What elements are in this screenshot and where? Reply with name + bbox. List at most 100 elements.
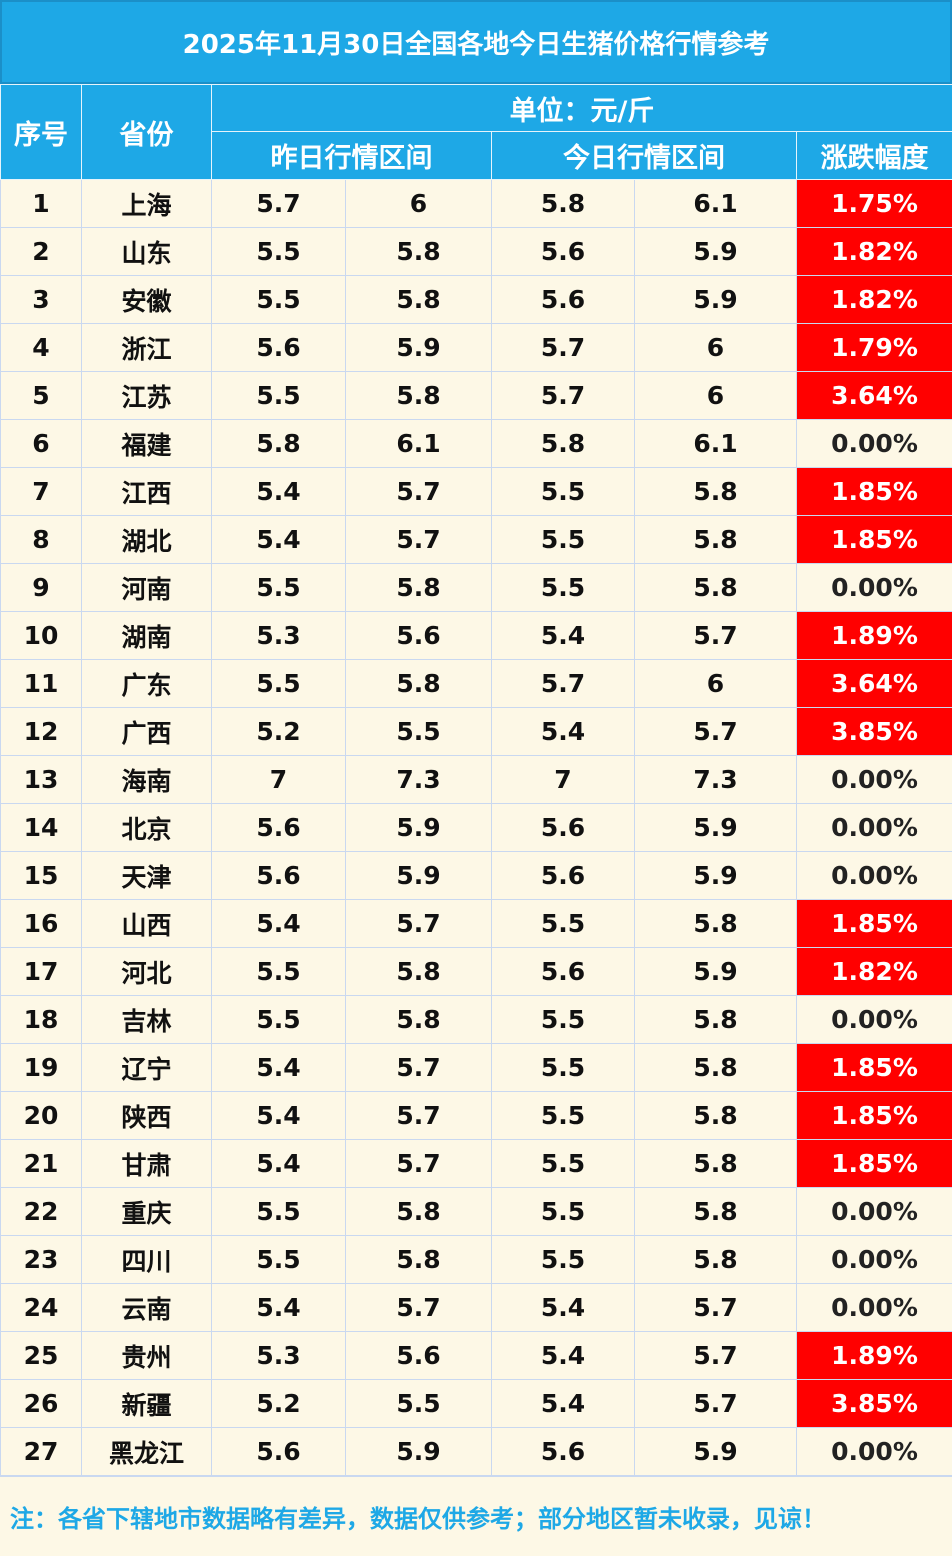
- table-row: 16 山西 5.4 5.7 5.5 5.8 1.85%: [0, 899, 952, 948]
- table-row: 8 湖北 5.4 5.7 5.5 5.8 1.85%: [0, 515, 952, 564]
- row-yesterday-low: 5.3: [211, 611, 346, 660]
- row-change: 0.00%: [795, 419, 952, 468]
- row-today-low: 5.7: [491, 371, 635, 420]
- row-yesterday-high: 7.3: [345, 755, 492, 804]
- row-province: 安徽: [81, 275, 212, 324]
- row-yesterday-high: 5.8: [345, 659, 492, 708]
- row-today-high: 5.8: [634, 1139, 797, 1188]
- row-yesterday-low: 5.5: [211, 947, 346, 996]
- row-today-high: 5.8: [634, 1043, 797, 1092]
- row-today-low: 5.4: [491, 1331, 635, 1380]
- row-today-high: 5.9: [634, 227, 797, 276]
- table-row: 18 吉林 5.5 5.8 5.5 5.8 0.00%: [0, 995, 952, 1044]
- row-index: 20: [0, 1091, 82, 1140]
- row-today-low: 5.5: [491, 1187, 635, 1236]
- row-today-low: 5.5: [491, 467, 635, 516]
- row-change: 3.64%: [795, 659, 952, 708]
- row-province: 重庆: [81, 1187, 212, 1236]
- row-index: 19: [0, 1043, 82, 1092]
- row-yesterday-low: 5.6: [211, 1427, 346, 1476]
- header-unit: 单位：元/斤: [210, 84, 952, 132]
- row-province: 新疆: [81, 1379, 212, 1428]
- row-province: 广西: [81, 707, 212, 756]
- row-yesterday-high: 5.8: [345, 563, 492, 612]
- row-today-high: 7.3: [634, 755, 797, 804]
- table-row: 26 新疆 5.2 5.5 5.4 5.7 3.85%: [0, 1379, 952, 1428]
- row-yesterday-low: 5.2: [211, 707, 346, 756]
- row-index: 24: [0, 1283, 82, 1332]
- row-province: 山西: [81, 899, 212, 948]
- row-province: 贵州: [81, 1331, 212, 1380]
- row-yesterday-high: 5.7: [345, 515, 492, 564]
- row-today-high: 5.7: [634, 1331, 797, 1380]
- row-today-high: 6.1: [634, 419, 797, 468]
- page-title: 2025年11月30日全国各地今日生猪价格行情参考: [0, 0, 952, 84]
- table-row: 9 河南 5.5 5.8 5.5 5.8 0.00%: [0, 563, 952, 612]
- row-yesterday-low: 5.4: [211, 1283, 346, 1332]
- row-index: 12: [0, 707, 82, 756]
- table-row: 10 湖南 5.3 5.6 5.4 5.7 1.89%: [0, 611, 952, 660]
- row-yesterday-high: 5.9: [345, 1427, 492, 1476]
- row-today-low: 5.6: [491, 947, 635, 996]
- row-yesterday-high: 6: [345, 179, 492, 228]
- row-today-low: 5.5: [491, 1139, 635, 1188]
- table-row: 12 广西 5.2 5.5 5.4 5.7 3.85%: [0, 707, 952, 756]
- row-yesterday-high: 5.9: [345, 803, 492, 852]
- header-today-range: 今日行情区间: [491, 131, 797, 180]
- row-province: 浙江: [81, 323, 212, 372]
- row-yesterday-high: 5.7: [345, 899, 492, 948]
- table-row: 6 福建 5.8 6.1 5.8 6.1 0.00%: [0, 419, 952, 468]
- row-change: 1.75%: [795, 179, 952, 228]
- row-change: 0.00%: [795, 563, 952, 612]
- row-today-low: 5.5: [491, 995, 635, 1044]
- row-change: 1.85%: [795, 1091, 952, 1140]
- row-today-low: 5.5: [491, 1235, 635, 1284]
- row-today-low: 7: [491, 755, 635, 804]
- row-index: 22: [0, 1187, 82, 1236]
- row-today-high: 5.9: [634, 947, 797, 996]
- row-today-high: 5.7: [634, 611, 797, 660]
- header-index: 序号: [0, 84, 82, 180]
- table-row: 1 上海 5.7 6 5.8 6.1 1.75%: [0, 179, 952, 228]
- row-index: 26: [0, 1379, 82, 1428]
- row-yesterday-high: 5.7: [345, 1043, 492, 1092]
- row-yesterday-high: 5.7: [345, 1283, 492, 1332]
- row-yesterday-high: 5.8: [345, 371, 492, 420]
- row-index: 14: [0, 803, 82, 852]
- row-index: 7: [0, 467, 82, 516]
- row-yesterday-low: 5.6: [211, 323, 346, 372]
- row-today-high: 5.8: [634, 1235, 797, 1284]
- row-index: 3: [0, 275, 82, 324]
- row-yesterday-low: 5.4: [211, 1091, 346, 1140]
- row-today-high: 5.9: [634, 851, 797, 900]
- row-province: 福建: [81, 419, 212, 468]
- row-today-high: 5.8: [634, 899, 797, 948]
- row-province: 上海: [81, 179, 212, 228]
- table-row: 13 海南 7 7.3 7 7.3 0.00%: [0, 755, 952, 804]
- row-today-high: 6: [634, 659, 797, 708]
- table-row: 24 云南 5.4 5.7 5.4 5.7 0.00%: [0, 1283, 952, 1332]
- table-body: 1 上海 5.7 6 5.8 6.1 1.75% 2 山东 5.5 5.8 5.6 5.9 1.82% 3 安…: [0, 179, 952, 1476]
- table-row: 22 重庆 5.5 5.8 5.5 5.8 0.00%: [0, 1187, 952, 1236]
- row-change: 3.64%: [795, 371, 952, 420]
- row-yesterday-low: 5.5: [211, 227, 346, 276]
- row-today-low: 5.4: [491, 707, 635, 756]
- row-index: 10: [0, 611, 82, 660]
- row-index: 5: [0, 371, 82, 420]
- row-index: 13: [0, 755, 82, 804]
- row-province: 海南: [81, 755, 212, 804]
- row-yesterday-low: 5.3: [211, 1331, 346, 1380]
- price-table: 序号 省份 单位：元/斤 昨日行情区间 今日行情区间 涨跌幅度 1 上海 5.7 6 5…: [0, 84, 952, 1476]
- row-today-high: 6: [634, 371, 797, 420]
- row-change: 0.00%: [795, 1283, 952, 1332]
- row-yesterday-low: 5.4: [211, 1139, 346, 1188]
- row-change: 1.85%: [795, 1043, 952, 1092]
- table-row: 27 黑龙江 5.6 5.9 5.6 5.9 0.00%: [0, 1427, 952, 1476]
- row-today-low: 5.6: [491, 851, 635, 900]
- row-today-low: 5.6: [491, 803, 635, 852]
- row-today-high: 6: [634, 323, 797, 372]
- row-change: 1.85%: [795, 515, 952, 564]
- row-change: 1.82%: [795, 947, 952, 996]
- row-index: 15: [0, 851, 82, 900]
- header-change: 涨跌幅度: [795, 131, 952, 180]
